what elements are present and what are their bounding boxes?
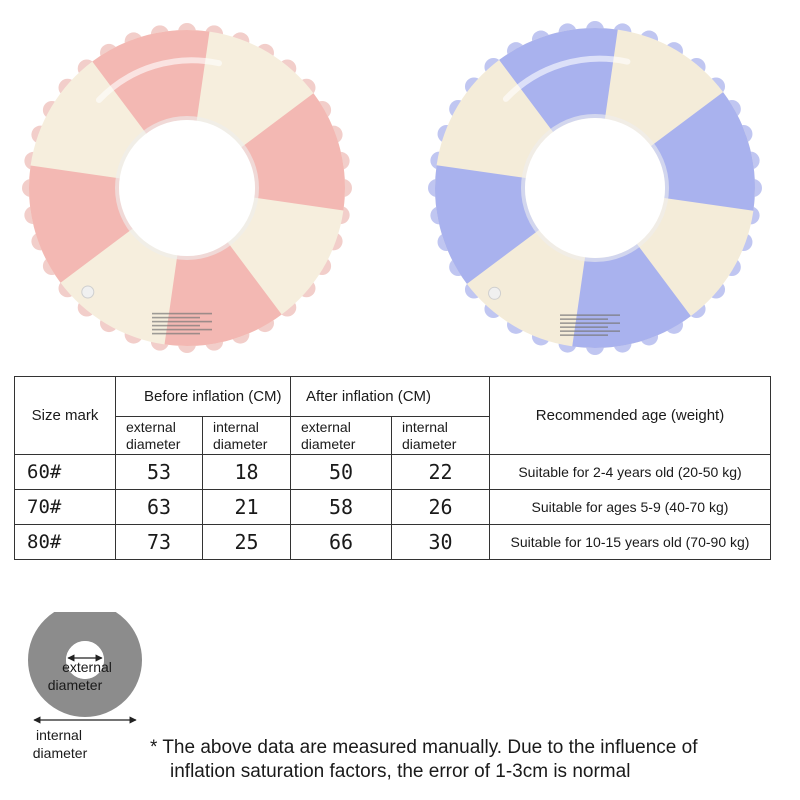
ring-highlight xyxy=(502,55,631,102)
ring-label-line xyxy=(560,314,620,316)
ring-stripe xyxy=(435,165,539,284)
size-table: Size mark Before inflation (CM) After in… xyxy=(14,376,771,560)
recommended-age-header: Recommended age (weight) xyxy=(489,376,771,455)
ring-label-line xyxy=(152,332,200,335)
size-mark-cell: 80# xyxy=(14,524,116,560)
ring-hole xyxy=(119,120,255,256)
ring-stripe xyxy=(28,165,133,283)
before-external-cell: 63 xyxy=(115,489,203,525)
ring-label-line xyxy=(152,324,200,327)
diameter-diagram: external diameter internal diameter xyxy=(28,612,142,761)
after-internal-cell: 22 xyxy=(391,454,490,490)
blue-swim-ring-image xyxy=(428,21,762,355)
size-mark-cell: 70# xyxy=(14,489,116,525)
after-internal-cell: 30 xyxy=(391,524,490,560)
after-internal-cell: 26 xyxy=(391,489,490,525)
ring-label-line xyxy=(560,334,608,336)
note-line-2: inflation saturation factors, the error … xyxy=(170,761,631,782)
after-inflation-header: After inflation (CM) xyxy=(290,376,490,417)
before-internal-diameter-header: internal diameter xyxy=(202,416,291,455)
ring-label-line xyxy=(152,316,200,319)
ring-stripe xyxy=(164,242,282,346)
product-images xyxy=(0,0,800,365)
ring-label-line xyxy=(152,312,212,315)
recommended-age-cell: Suitable for 2-4 years old (20-50 kg) xyxy=(489,454,771,490)
measurement-note: * The above data are measured manually. … xyxy=(150,736,790,784)
ring-label-line xyxy=(152,320,212,323)
ring-label-line xyxy=(560,326,608,328)
ring-stripe xyxy=(572,244,691,348)
before-inflation-header: Before inflation (CM) xyxy=(115,376,291,417)
ring-valve xyxy=(81,285,95,299)
ring-label-line xyxy=(152,328,212,331)
ring-stripe xyxy=(499,28,618,132)
after-internal-diameter-header: internal diameter xyxy=(391,416,490,455)
ring-stripe xyxy=(651,92,755,211)
ring-highlight xyxy=(96,57,222,103)
after-external-cell: 50 xyxy=(290,454,392,490)
table-row: 80# 73 25 66 30 Suitable for 10-15 years… xyxy=(14,524,771,560)
before-internal-cell: 18 xyxy=(202,454,291,490)
after-external-cell: 66 xyxy=(290,524,392,560)
ring-valve xyxy=(488,286,502,300)
ring-label-line xyxy=(560,330,620,332)
internal-label-2: diameter xyxy=(33,745,88,761)
ring-label-line xyxy=(560,322,620,324)
ring-hole xyxy=(525,118,665,258)
before-external-cell: 53 xyxy=(115,454,203,490)
after-external-cell: 58 xyxy=(290,489,392,525)
table-row: 70# 63 21 58 26 Suitable for ages 5-9 (4… xyxy=(14,489,771,525)
recommended-age-cell: Suitable for 10-15 years old (70-90 kg) xyxy=(489,524,771,560)
diagram-ring-shape xyxy=(28,612,142,717)
table-row: 60# 53 18 50 22 Suitable for 2-4 years o… xyxy=(14,454,771,490)
size-mark-cell: 60# xyxy=(14,454,116,490)
external-label-2: diameter xyxy=(48,677,103,693)
note-line-1: * The above data are measured manually. … xyxy=(150,737,698,758)
before-internal-cell: 21 xyxy=(202,489,291,525)
ring-label-line xyxy=(560,318,608,320)
internal-label-1: internal xyxy=(36,727,82,743)
ring-stripe xyxy=(92,30,210,134)
ring-stripe xyxy=(241,93,345,211)
after-external-diameter-header: external diameter xyxy=(290,416,392,455)
before-external-diameter-header: external diameter xyxy=(115,416,203,455)
before-external-cell: 73 xyxy=(115,524,203,560)
size-mark-header: Size mark xyxy=(14,376,116,455)
before-internal-cell: 25 xyxy=(202,524,291,560)
external-label-1: external xyxy=(62,659,112,675)
recommended-age-cell: Suitable for ages 5-9 (40-70 kg) xyxy=(489,489,771,525)
pink-swim-ring-image xyxy=(22,23,352,353)
